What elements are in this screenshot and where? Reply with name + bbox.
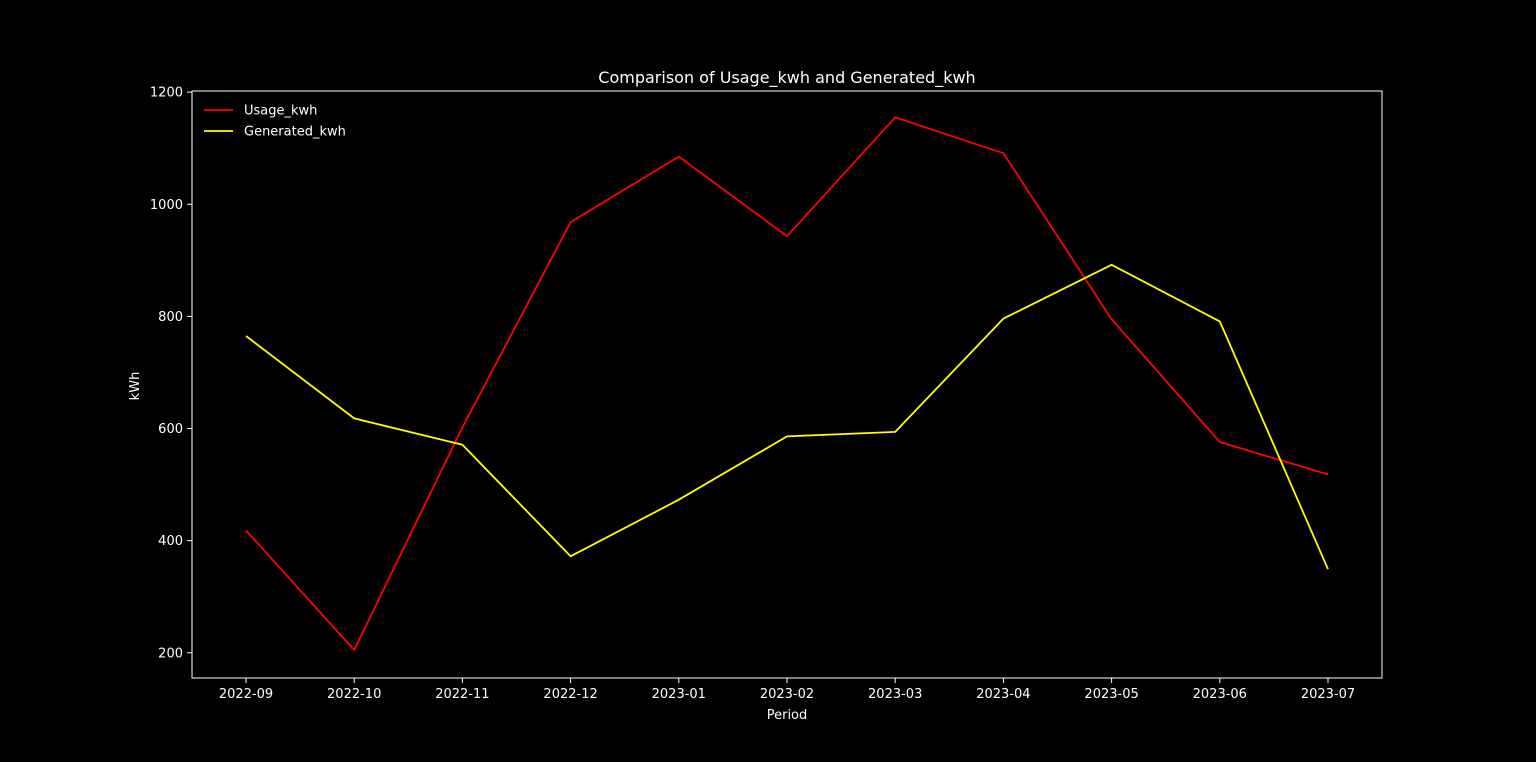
- x-tick-label: 2023-05: [1084, 687, 1138, 702]
- x-axis-label: Period: [767, 708, 808, 723]
- chart-title: Comparison of Usage_kwh and Generated_kw…: [598, 68, 975, 88]
- series-line-generated-kwh: [245, 263, 1329, 570]
- y-tick-label: 1200: [150, 86, 183, 101]
- y-tick-label: 200: [158, 646, 183, 661]
- y-tick-label: 600: [158, 422, 183, 437]
- y-tick-label: 1000: [150, 198, 183, 213]
- y-tick-label: 800: [158, 310, 183, 325]
- legend-label: Generated_kwh: [244, 125, 346, 140]
- x-tick-label: 2022-12: [543, 687, 597, 702]
- x-tick-label: 2023-04: [976, 687, 1030, 702]
- x-tick-label: 2022-09: [219, 687, 273, 702]
- y-axis-label: kWh: [128, 372, 143, 401]
- series-lines: [245, 116, 1329, 651]
- x-tick-label: 2023-03: [868, 687, 922, 702]
- y-tick-label: 400: [158, 534, 183, 549]
- y-axis: 200 400 600 800 1000 1200: [150, 86, 192, 661]
- x-tick-label: 2022-10: [327, 687, 381, 702]
- legend-label: Usage_kwh: [244, 104, 317, 119]
- x-tick-label: 2023-06: [1193, 687, 1247, 702]
- x-axis: 2022-09 2022-10 2022-11 2022-12 2023-01 2023-…: [219, 678, 1355, 702]
- legend: Usage_kwh Generated_kwh: [204, 104, 346, 140]
- x-tick-label: 2023-01: [652, 687, 706, 702]
- x-tick-label: 2023-02: [760, 687, 814, 702]
- x-tick-label: 2023-07: [1301, 687, 1355, 702]
- x-tick-label: 2022-11: [435, 687, 489, 702]
